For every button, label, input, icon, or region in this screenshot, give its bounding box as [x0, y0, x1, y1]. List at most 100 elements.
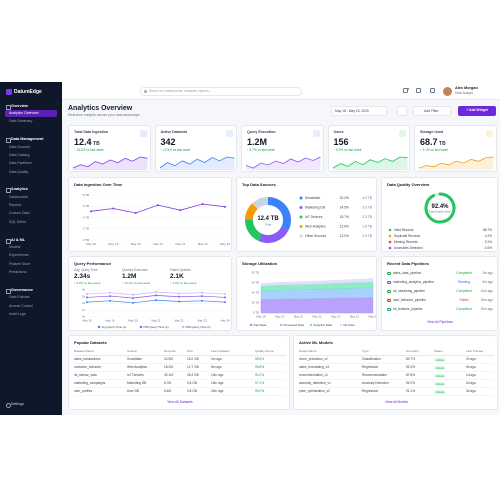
nav-item[interactable]: Dashboards	[9, 194, 28, 199]
kpi-change: ↑ 8.7% vs last week	[247, 148, 275, 152]
nav-item[interactable]: SQL Editor	[9, 219, 26, 224]
data-point	[178, 300, 180, 303]
chart	[332, 156, 408, 170]
y-tick-label: 0s	[82, 315, 86, 319]
nav-item[interactable]: Data Pipelines	[9, 161, 32, 166]
area-segment	[260, 297, 374, 314]
data-point	[109, 295, 111, 298]
icon-button[interactable]	[416, 88, 421, 93]
legend-dot	[299, 196, 303, 200]
filter-button[interactable]: Add Filter	[413, 106, 451, 116]
kpi-value: 68.7 TB	[420, 137, 446, 147]
refresh-button[interactable]	[397, 106, 407, 116]
table-cell: user_profiles	[74, 389, 93, 393]
x-tick-label: May 20	[131, 242, 141, 246]
column-header: Source	[127, 349, 137, 353]
kpi-value: 342	[160, 137, 176, 147]
legend-dot	[299, 225, 303, 228]
nav-item[interactable]: Data Quality	[9, 169, 29, 174]
nav-item[interactable]: Feature Store	[9, 261, 31, 266]
icon-button[interactable]	[403, 88, 408, 93]
table-cell: 28.4 GB	[187, 373, 199, 377]
sparkline	[245, 156, 321, 169]
nav-item[interactable]: Data Sources	[9, 144, 31, 149]
data-point	[201, 299, 203, 302]
nav-item[interactable]: Access Control	[9, 303, 33, 308]
chart	[72, 156, 148, 170]
legend-size: 3.0 TB	[362, 205, 372, 209]
legend-dot	[388, 240, 392, 244]
y-tick-label: 80 TB	[252, 271, 260, 275]
ingestion-card: Data Ingestion Over Time 0 TB 2 TB 4 TB 6 TB…	[68, 177, 232, 252]
legend-dot	[299, 215, 303, 219]
column-header: Model Name	[299, 349, 317, 353]
section-title: Governance	[11, 287, 33, 292]
x-tick-label: May 23	[350, 315, 360, 319]
quality-value: 3.1%	[485, 240, 492, 244]
legend-dot	[388, 246, 392, 250]
nav-item[interactable]: Data Summary	[9, 119, 33, 124]
quality-value: 4.0%	[485, 246, 492, 250]
table-cell: sales_forecasting_v3	[299, 365, 329, 369]
table-cell: customer_behavior	[74, 365, 102, 369]
icon-button[interactable]	[430, 88, 435, 93]
gauge-arc	[424, 192, 456, 224]
avatar[interactable]	[443, 86, 452, 96]
date-range: May 18 - May 24, 2025	[335, 109, 369, 114]
table-cell: 99.2%	[255, 389, 265, 393]
nav-item[interactable]: Settings	[11, 402, 24, 406]
filter-label: Add Filter	[424, 109, 439, 114]
card-title: Data Ingestion Over Time	[74, 182, 123, 187]
data-point	[224, 296, 226, 299]
x-tick-label: May 24	[368, 315, 377, 319]
date-picker[interactable]: May 18 - May 24, 2025	[331, 106, 387, 116]
search-box[interactable]: Search for dashboards, datasets, reports…	[140, 86, 302, 96]
nav-item[interactable]: Custom Data	[9, 211, 30, 216]
legend-dot	[139, 325, 143, 329]
y-tick-label: 1s	[82, 308, 86, 312]
pipeline-time: 5m ago	[482, 280, 493, 284]
nav-item[interactable]: Reports	[9, 203, 22, 208]
kpi-change: ↑ 18.2% vs last week	[74, 148, 104, 152]
legend-label: P99 Query Time (s)	[186, 325, 211, 329]
donut-segment	[258, 226, 289, 243]
table-cell: Active	[434, 357, 447, 363]
nav-item[interactable]: Models	[9, 245, 21, 249]
pipeline-name: sales_data_pipeline	[393, 271, 422, 275]
legend-dot	[279, 323, 283, 327]
nav-item[interactable]: Predictions	[9, 269, 27, 274]
nav-item[interactable]: Analytics Overview	[9, 111, 39, 115]
legend-dot	[388, 228, 392, 232]
table-cell: 5h ago	[466, 365, 476, 369]
table-cell: 2h ago	[466, 357, 476, 361]
page-title: Analytics Overview	[68, 105, 133, 112]
status-icon	[387, 307, 391, 312]
nav-item[interactable]: Data Policies	[9, 295, 30, 300]
donut-segment	[252, 197, 269, 210]
column-header: Dataset Name	[74, 349, 94, 353]
x-tick-label: May 19	[275, 315, 285, 319]
pipeline-status: Failed	[459, 298, 469, 302]
y-tick-label: 0 TB	[253, 311, 259, 315]
nav-item[interactable]: Data Catalog	[9, 152, 30, 157]
add-widget-button[interactable]: + Add Widget	[458, 106, 496, 116]
x-tick-label: May 21	[151, 319, 161, 323]
kpi-unit: TB	[439, 141, 446, 147]
data-point	[224, 301, 226, 304]
kpi-card: Active Datasets 342 ↑ 12.5% vs last week	[154, 125, 237, 172]
kpi-unit: TB	[93, 141, 100, 147]
view-all-link[interactable]: View All Datasets	[167, 400, 193, 404]
x-tick-label: May 19	[105, 319, 115, 323]
quality-card: Data Quality Overview 92.4% Data Quality S…	[381, 177, 498, 252]
nav-item[interactable]: Experiments	[9, 253, 29, 258]
y-tick-label: 6 TB	[83, 204, 89, 208]
view-all-link[interactable]: View All Models	[384, 400, 409, 404]
data-point	[132, 297, 134, 300]
kpi-icon	[312, 130, 320, 137]
view-all-link[interactable]: View All Pipelines	[427, 320, 453, 324]
table-cell: Classification	[362, 357, 381, 361]
data-point	[155, 291, 157, 294]
x-tick-label: May 24	[220, 242, 230, 246]
nav-item[interactable]: Audit Logs	[9, 311, 26, 316]
card-title: Recent Data Pipelines	[387, 261, 429, 266]
